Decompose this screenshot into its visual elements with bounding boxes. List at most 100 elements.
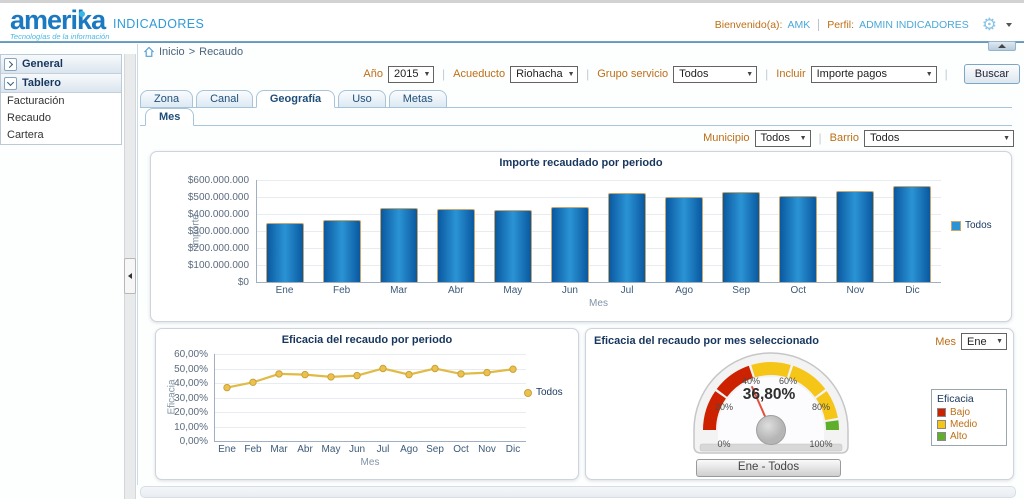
gauge-panel: Eficacia del recaudo por mes seleccionad… [585, 328, 1014, 480]
tab-metas[interactable]: Metas [389, 90, 447, 108]
gauge-month-select[interactable]: Ene ▼ [961, 333, 1007, 350]
acueducto-select[interactable]: Riohacha▼ [510, 66, 578, 83]
sidebar-section-tablero[interactable]: Tablero [1, 74, 121, 93]
bar-gridline [256, 282, 941, 283]
collapse-up-icon [998, 44, 1006, 48]
sidebar-section-general[interactable]: General [1, 55, 121, 74]
chevron-down-icon [7, 78, 14, 85]
bar-x-label: Ene [256, 285, 313, 296]
line-gridline [214, 441, 526, 442]
horizontal-scrollbar[interactable] [140, 486, 1016, 498]
breadcrumb-home[interactable]: Inicio [159, 46, 185, 58]
buscar-button[interactable]: Buscar [964, 64, 1020, 84]
bar-y-tick: $0 [151, 277, 249, 288]
sidebar-item-cartera[interactable]: Cartera [1, 127, 121, 144]
ano-select[interactable]: 2015▼ [388, 66, 434, 83]
line-y-tick: 40,00% [156, 378, 208, 389]
legend-label: Bajo [950, 407, 970, 418]
gauge-month-value: Ene [967, 336, 987, 348]
chevron-right-icon [6, 60, 13, 67]
home-icon[interactable] [143, 46, 155, 58]
tab-geografia[interactable]: Geografía [256, 90, 335, 108]
logo-dot-accent [79, 11, 85, 17]
gear-icon[interactable]: ⚙ [982, 18, 997, 32]
legend-swatch [937, 408, 946, 417]
sidebar-item-facturacion[interactable]: Facturación [1, 93, 121, 110]
bar-x-label: Dic [884, 285, 941, 296]
svg-text:100%: 100% [809, 439, 832, 449]
select-arrow-icon: ▼ [800, 135, 807, 142]
select-arrow-icon: ▼ [996, 338, 1003, 345]
sidebar-item-recaudo[interactable]: Recaudo [1, 110, 121, 127]
barrio-select[interactable]: Todos▼ [864, 130, 1014, 147]
bar-sep [722, 192, 760, 282]
bar-chart-legend: Todos [951, 220, 992, 231]
collapse-panel-button[interactable] [988, 41, 1016, 51]
ano-value: 2015 [394, 68, 418, 80]
grupo-servicio-select[interactable]: Todos▼ [673, 66, 757, 83]
bar-x-label: Abr [427, 285, 484, 296]
acueducto-label: Acueducto [453, 68, 505, 80]
region-filter-row: MunicipioTodos▼|BarrioTodos▼ [140, 128, 1014, 148]
line-x-label: Nov [474, 444, 500, 455]
tab-uso[interactable]: Uso [338, 90, 386, 108]
acueducto-value: Riohacha [516, 68, 562, 80]
bar-nov [836, 191, 874, 282]
incluir-select[interactable]: Importe pagos▼ [811, 66, 937, 83]
separator: | [819, 131, 822, 145]
bar-feb [323, 220, 361, 282]
separator: | [442, 67, 445, 81]
subtab-mes[interactable]: Mes [145, 108, 194, 126]
gauge-footer-button[interactable]: Ene - Todos [696, 459, 841, 477]
municipio-select[interactable]: Todos ▼ [755, 130, 811, 147]
bar-may [494, 210, 532, 282]
tab-canal[interactable]: Canal [196, 90, 253, 108]
welcome-label: Bienvenido(a): [715, 19, 783, 31]
breadcrumb: Inicio > Recaudo [143, 46, 243, 58]
bar-x-label: Jul [599, 285, 656, 296]
profile-value: ADMIN INDICADORES [859, 19, 969, 31]
bar-x-label: Feb [313, 285, 370, 296]
sidebar-collapse-handle[interactable] [124, 258, 136, 294]
bar-jul [608, 193, 646, 282]
bar-y-tick: $500.000.000 [151, 192, 249, 203]
bar-legend-swatch [951, 221, 961, 231]
gauge-month-label: Mes [935, 336, 956, 348]
line-x-label: Abr [292, 444, 318, 455]
bar-x-label: Oct [770, 285, 827, 296]
ano-label: Año [363, 68, 383, 80]
bar-jun [551, 207, 589, 282]
line-x-label: Mar [266, 444, 292, 455]
bar-y-tick: $600.000.000 [151, 175, 249, 186]
municipio-value: Todos [761, 132, 790, 144]
line-y-tick: 30,00% [156, 393, 208, 404]
welcome-user: AMK [787, 19, 810, 31]
legend-label: Alto [950, 431, 967, 442]
separator: | [945, 67, 948, 81]
sidebar-section-label: Tablero [22, 77, 61, 89]
bar-chart: $600.000.000$500.000.000$400.000.000$300… [151, 152, 1011, 321]
collapse-left-icon [128, 273, 132, 279]
line-y-tick: 50,00% [156, 364, 208, 375]
bar-dic [893, 186, 931, 282]
line-x-label: Feb [240, 444, 266, 455]
bar-x-label: Sep [713, 285, 770, 296]
barrio-label: Barrio [830, 132, 859, 144]
caret-down-icon[interactable] [1006, 23, 1012, 27]
bar-x-label: May [484, 285, 541, 296]
collapse-section-icon[interactable] [4, 77, 17, 90]
sidebar-splitter [124, 54, 136, 499]
svg-text:40%: 40% [742, 376, 760, 386]
app-window: amerika Tecnologías de la información IN… [0, 0, 1024, 499]
tab-zona[interactable]: Zona [140, 90, 193, 108]
logo-text: amerika [10, 5, 105, 35]
line-chart-x-axis-title: Mes [214, 457, 526, 468]
bar-chart-panel: Importe recaudado por periodo Importe $6… [150, 151, 1012, 322]
line-x-label: Ago [396, 444, 422, 455]
incluir-label: Incluir [776, 68, 805, 80]
bar-x-label: Ago [656, 285, 713, 296]
select-arrow-icon: ▼ [746, 71, 753, 78]
bar-gridline [256, 180, 941, 181]
line-y-tick: 10,00% [156, 422, 208, 433]
expand-section-icon[interactable] [4, 58, 17, 71]
